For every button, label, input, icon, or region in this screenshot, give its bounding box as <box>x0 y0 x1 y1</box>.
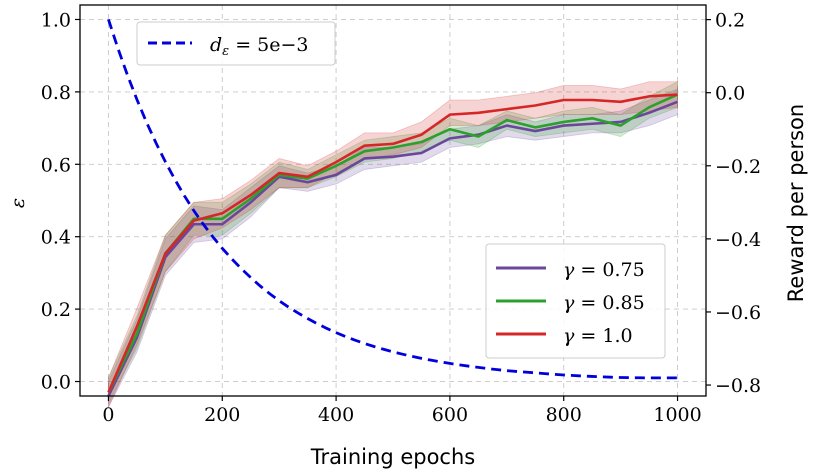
x-tick-label: 600 <box>432 404 468 426</box>
legend-var-gamma-0-75: γ <box>563 259 575 281</box>
gamma-legend: γ = 0.75 γ = 0.85 γ = 1.0 <box>485 243 666 359</box>
axis-ticks: 0 200 400 600 800 1000 0.0 0.2 0.4 0.6 0.8 1.0 −0.8 −… <box>41 9 761 426</box>
y-right-tick-label: −0.8 <box>715 375 761 397</box>
legend-label-gamma-1-0: γ = 1.0 <box>563 325 633 347</box>
gamma-legend-box <box>485 243 666 359</box>
legend-val-gamma-0-75: = 0.75 <box>574 259 644 281</box>
band-series-1 <box>108 81 678 404</box>
legend-label-gamma-0-75: γ = 0.75 <box>563 259 645 281</box>
epsilon-legend-label-rest: = 5e−3 <box>229 34 308 56</box>
y-right-tick-label: −0.2 <box>715 156 761 178</box>
line-series-2 <box>107 93 678 393</box>
x-tick-label: 400 <box>318 404 354 426</box>
epsilon-legend-label: dε = 5e−3 <box>210 34 309 59</box>
plot-frame <box>79 4 707 397</box>
x-tick-label: 800 <box>546 404 582 426</box>
legend-label-gamma-0-85: γ = 0.85 <box>563 292 645 314</box>
x-tick-label: 0 <box>102 404 114 426</box>
epsilon-legend-box <box>136 21 336 66</box>
y-left-tick-label: 0.4 <box>41 227 71 249</box>
x-tick-label: 1000 <box>653 404 701 426</box>
epsilon-legend: dε = 5e−3 <box>136 21 336 66</box>
y-left-tick-label: 0.6 <box>41 154 71 176</box>
y-left-tick-label: 1.0 <box>41 9 71 31</box>
legend-val-gamma-0-85: = 0.85 <box>574 292 644 314</box>
epsilon-legend-label-sub: ε <box>222 44 229 59</box>
y-axis-right-label: Reward per person <box>784 104 808 302</box>
y-left-tick-label: 0.2 <box>41 299 71 321</box>
legend-var-gamma-0-85: γ <box>563 292 575 314</box>
x-axis-label: Training epochs <box>310 445 475 469</box>
series-lines <box>107 19 679 397</box>
epsilon-decay-curve <box>107 19 678 380</box>
legend-val-gamma-1-0: = 1.0 <box>574 325 632 347</box>
y-right-tick-label: 0.0 <box>715 83 745 105</box>
y-right-tick-label: −0.4 <box>715 229 761 251</box>
legend-var-gamma-1-0: γ <box>563 325 575 347</box>
y-right-tick-label: 0.2 <box>715 10 745 32</box>
y-left-tick-label: 0.8 <box>41 82 71 104</box>
y-left-tick-label: 0.0 <box>41 372 71 394</box>
y-right-tick-label: −0.6 <box>715 302 761 324</box>
epsilon-legend-label-main: d <box>210 34 222 56</box>
x-tick-label: 200 <box>204 404 240 426</box>
y-axis-left-label: ε <box>7 198 29 208</box>
